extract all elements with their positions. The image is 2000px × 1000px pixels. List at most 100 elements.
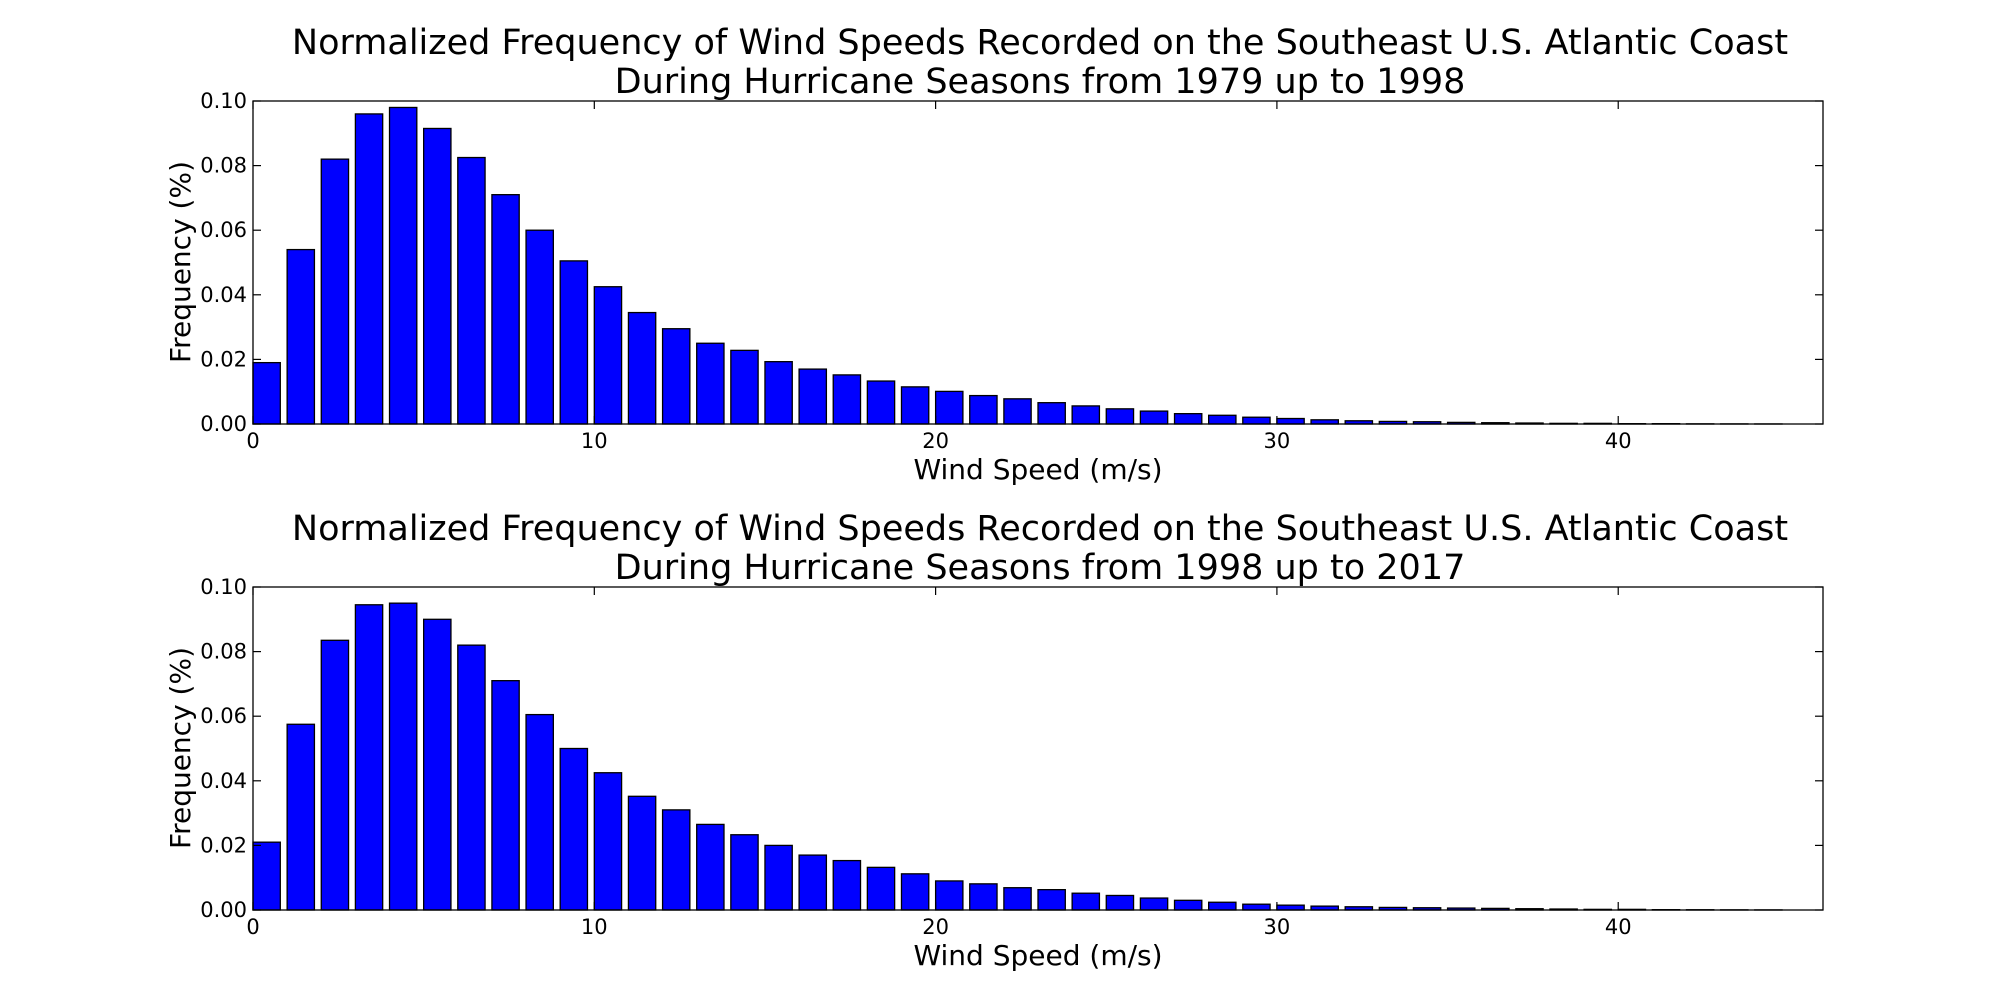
chart-title: Normalized Frequency of Wind Speeds Reco… — [292, 23, 1788, 63]
y-axis-ticks: 0.00 0.02 0.04 0.06 0.08 0.10 — [200, 89, 1823, 436]
bar — [354, 604, 384, 911]
bar — [1139, 410, 1169, 425]
bar — [422, 127, 452, 425]
bar — [559, 260, 589, 425]
bar — [1037, 889, 1066, 911]
chart-1998-2017: Normalized Frequency of Wind Speeds Reco… — [164, 509, 1824, 972]
bar — [730, 349, 759, 425]
bar — [559, 747, 589, 911]
y-tick-label: 0.02 — [200, 833, 247, 857]
x-tick-label: 0 — [246, 429, 259, 453]
chart-1979-1998: Normalized Frequency of Wind Speeds Reco… — [164, 23, 1824, 486]
bar — [1173, 899, 1203, 911]
bar — [696, 823, 725, 911]
bar — [525, 229, 554, 425]
bar — [354, 113, 384, 425]
bar — [252, 841, 281, 911]
bar — [730, 834, 759, 911]
bar — [832, 859, 862, 911]
x-tick-label: 20 — [922, 429, 949, 453]
x-axis-ticks: 0 10 20 30 40 — [246, 587, 1632, 939]
bar — [798, 368, 828, 425]
bar — [969, 883, 998, 911]
bar — [1208, 901, 1237, 911]
bar — [627, 795, 657, 911]
x-tick-label: 40 — [1605, 429, 1632, 453]
bar — [1003, 398, 1032, 425]
bar — [252, 361, 281, 425]
bar — [1105, 894, 1135, 911]
bar — [934, 880, 964, 911]
chart-subtitle: During Hurricane Seasons from 1979 up to… — [615, 62, 1466, 102]
bar — [491, 680, 520, 911]
bar — [1173, 413, 1203, 425]
bar — [1003, 887, 1032, 911]
bar — [1037, 402, 1066, 425]
bar — [320, 158, 350, 425]
bar — [798, 854, 828, 911]
x-axis-label: Wind Speed (m/s) — [913, 939, 1162, 972]
bar — [1276, 904, 1305, 911]
y-axis-ticks: 0.00 0.02 0.04 0.06 0.08 0.10 — [200, 575, 1823, 922]
y-tick-label: 0.06 — [200, 704, 247, 728]
bar — [934, 390, 964, 425]
bar — [593, 772, 623, 911]
bar — [969, 394, 998, 425]
y-tick-label: 0.00 — [200, 412, 247, 436]
y-tick-label: 0.04 — [200, 769, 247, 793]
bar — [866, 380, 896, 425]
bar-series — [252, 602, 1783, 911]
y-tick-label: 0.00 — [200, 898, 247, 922]
bar — [286, 248, 316, 425]
x-tick-label: 10 — [581, 429, 608, 453]
bar — [491, 194, 520, 425]
y-tick-label: 0.10 — [200, 89, 247, 113]
y-tick-label: 0.10 — [200, 575, 247, 599]
bar — [900, 386, 930, 425]
bar-series — [252, 106, 1783, 425]
bar — [457, 156, 486, 425]
bar — [696, 342, 725, 425]
bar — [525, 713, 554, 911]
bar — [320, 639, 350, 911]
bar — [422, 618, 452, 911]
bar — [661, 809, 691, 911]
y-axis-label: Frequency (%) — [164, 161, 197, 363]
chart-title: Normalized Frequency of Wind Speeds Reco… — [292, 509, 1788, 549]
y-tick-label: 0.02 — [200, 347, 247, 371]
bar — [457, 644, 486, 911]
bar — [900, 873, 930, 911]
y-tick-label: 0.06 — [200, 218, 247, 242]
bar — [593, 286, 623, 425]
x-axis-ticks: 0 10 20 30 40 — [246, 101, 1632, 453]
x-tick-label: 20 — [922, 915, 949, 939]
bar — [1208, 414, 1237, 425]
bar — [866, 866, 896, 911]
bar — [1139, 897, 1169, 911]
bar — [1071, 892, 1101, 911]
bar — [1242, 903, 1271, 911]
bar — [388, 106, 418, 425]
bar — [1242, 416, 1271, 425]
bar — [286, 723, 316, 911]
bar — [388, 602, 418, 911]
x-tick-label: 30 — [1264, 429, 1291, 453]
x-tick-label: 0 — [246, 915, 259, 939]
y-axis-label: Frequency (%) — [164, 647, 197, 849]
plot-frame — [252, 586, 1824, 911]
y-tick-label: 0.04 — [200, 283, 247, 307]
plot-frame — [252, 100, 1824, 425]
bar — [627, 311, 657, 425]
chart-subtitle: During Hurricane Seasons from 1998 up to… — [615, 548, 1466, 588]
y-tick-label: 0.08 — [200, 640, 247, 664]
x-tick-label: 30 — [1264, 915, 1291, 939]
x-tick-label: 10 — [581, 915, 608, 939]
bar — [1071, 405, 1101, 425]
x-tick-label: 40 — [1605, 915, 1632, 939]
bar — [832, 374, 862, 425]
bar — [764, 844, 793, 911]
bar — [1105, 408, 1135, 425]
bar — [764, 361, 793, 425]
x-axis-label: Wind Speed (m/s) — [913, 453, 1162, 486]
